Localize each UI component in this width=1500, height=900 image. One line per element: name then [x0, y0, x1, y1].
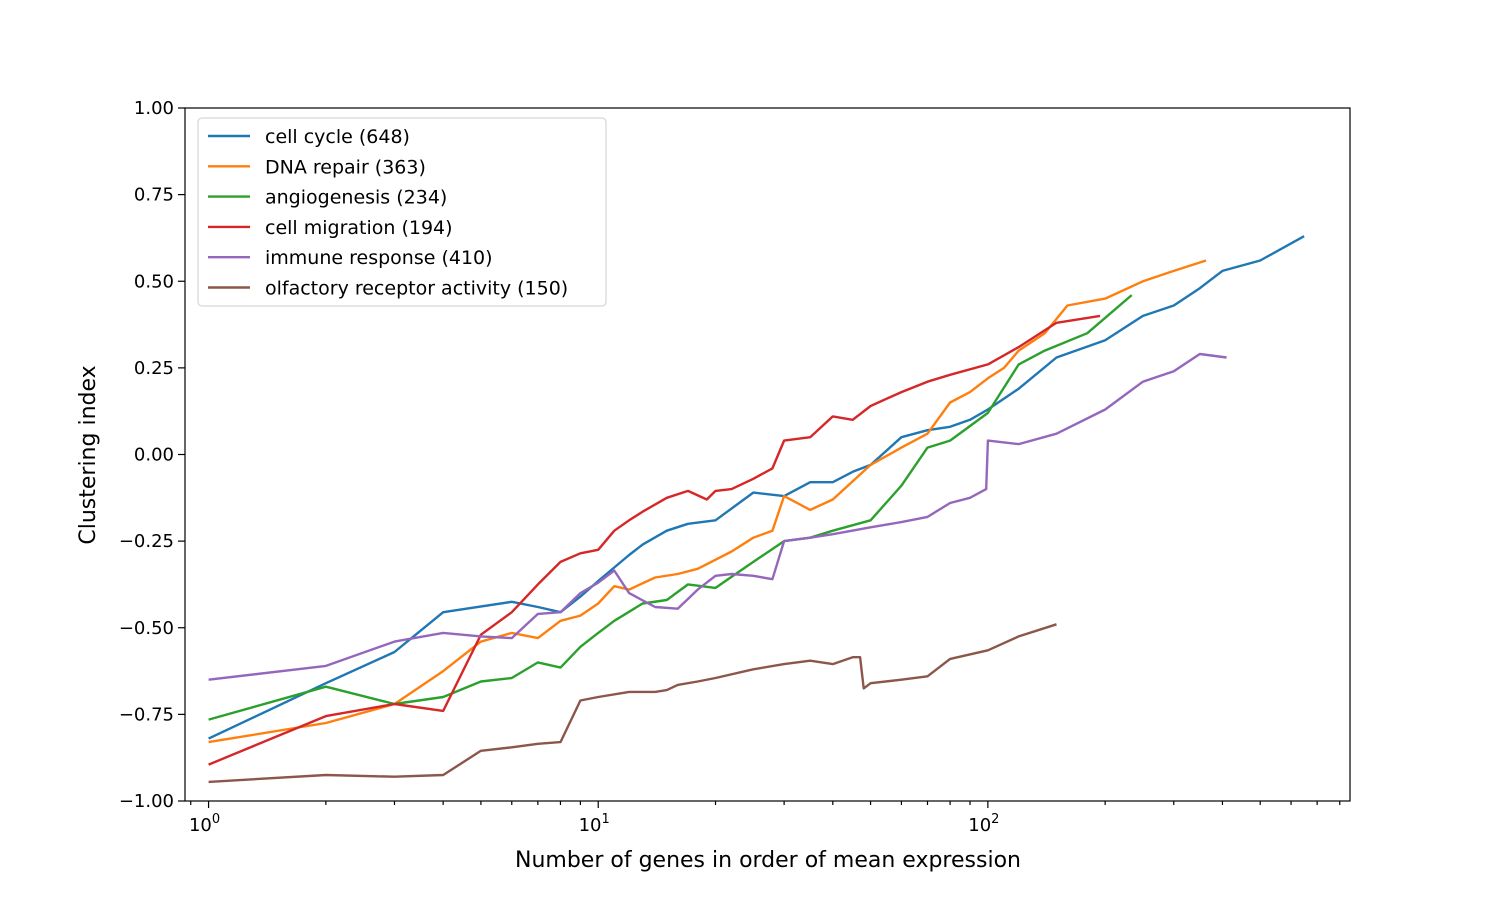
series-line-2 [208, 294, 1133, 721]
y-axis: 1.00 0.75 0.50 0.25 0.00 −0.25 −0.50 −0.75 −1.00 [119, 98, 185, 812]
legend-label-0: cell cycle (648) [265, 126, 410, 148]
y-tick-label: 0.75 [134, 185, 174, 206]
legend-box [197, 117, 607, 307]
y-tick-label: −1.00 [119, 791, 174, 812]
y-tick-label: 0.25 [134, 358, 174, 379]
y-tick-label: −0.25 [119, 531, 174, 552]
legend-label-3: cell migration (194) [265, 217, 453, 239]
y-axis-label: Clustering index [76, 365, 101, 544]
legend-label-2: angiogenesis (234) [265, 187, 447, 209]
x-axis-label: Number of genes in order of mean express… [515, 848, 1021, 873]
y-tick-label: −0.50 [119, 618, 174, 639]
series-line-5 [208, 623, 1057, 784]
x-tick-label: 100 [189, 812, 220, 836]
x-tick-label: 101 [579, 812, 610, 836]
legend-label-5: olfactory receptor activity (150) [265, 278, 568, 300]
series-line-0 [208, 235, 1305, 740]
x-axis: 100 101 102 [189, 801, 1341, 836]
series-line-1 [208, 259, 1207, 744]
series-line-3 [208, 314, 1101, 766]
legend-label-4: immune response (410) [265, 247, 493, 269]
y-tick-label: −0.75 [119, 704, 174, 725]
series-group [208, 235, 1305, 784]
series-line-4 [208, 352, 1227, 681]
legend: cell cycle (648) DNA repair (363) angiogen… [197, 117, 607, 307]
y-tick-label: 0.00 [134, 445, 174, 466]
y-tick-label: 0.50 [134, 271, 174, 292]
x-tick-label: 102 [968, 812, 999, 836]
legend-label-1: DNA repair (363) [265, 156, 426, 178]
y-tick-label: 1.00 [134, 98, 174, 119]
